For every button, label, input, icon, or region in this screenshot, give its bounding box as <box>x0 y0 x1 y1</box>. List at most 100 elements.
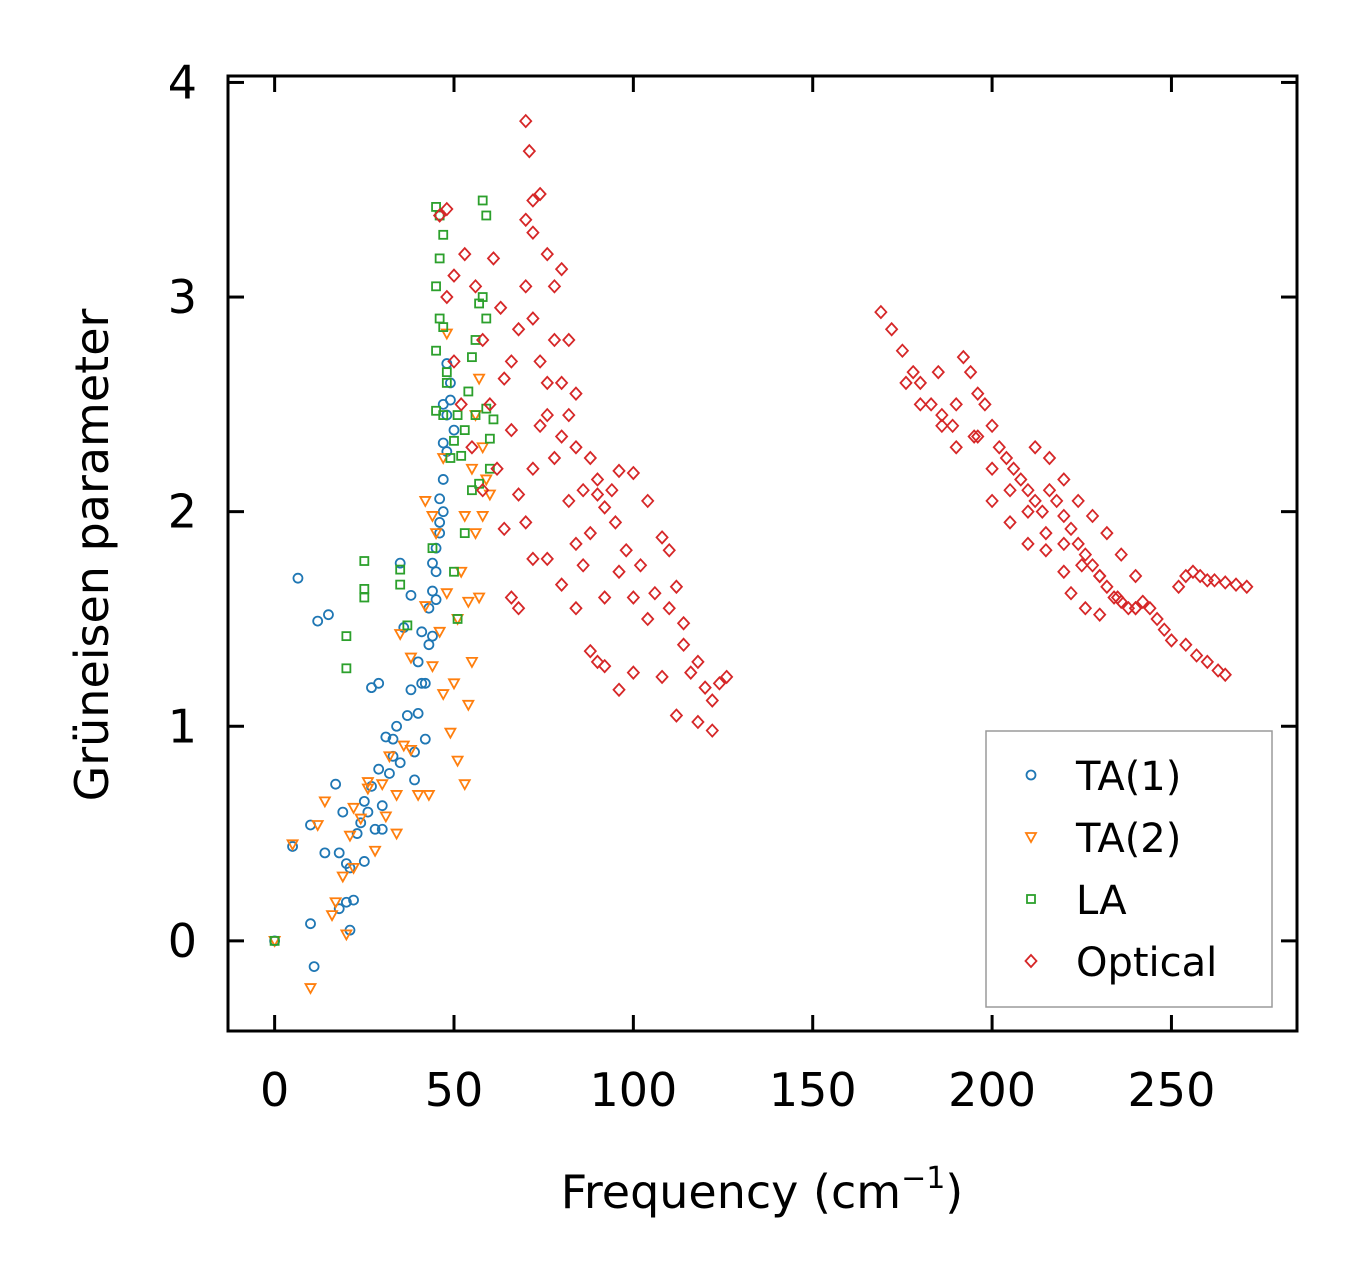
data-point <box>269 935 280 946</box>
data-point <box>612 564 626 580</box>
data-point <box>1171 579 1186 595</box>
data-point <box>488 414 499 425</box>
data-point <box>470 335 481 345</box>
data-point <box>913 397 928 412</box>
data-point <box>676 615 691 631</box>
data-point <box>1078 547 1093 562</box>
data-point <box>562 407 576 423</box>
data-point <box>931 364 945 380</box>
data-point <box>626 465 641 481</box>
data-point <box>434 210 445 221</box>
data-point <box>461 699 475 712</box>
data-point <box>340 896 352 908</box>
data-point <box>329 897 343 910</box>
data-point <box>1006 461 1021 477</box>
data-point <box>412 707 424 719</box>
data-point <box>899 375 913 391</box>
data-point <box>440 289 454 305</box>
data-point <box>956 349 971 365</box>
data-point <box>1092 568 1107 584</box>
data-point <box>437 398 449 410</box>
data-point <box>447 678 461 691</box>
data-point <box>562 493 576 509</box>
x-axis-title: Frequency (cm−1) <box>561 1161 964 1219</box>
data-point <box>511 321 526 337</box>
data-point <box>333 847 345 859</box>
data-point <box>452 410 463 420</box>
data-point <box>355 817 367 829</box>
data-point <box>312 615 324 627</box>
data-point <box>626 665 641 680</box>
data-point <box>339 929 353 942</box>
data-point <box>477 292 488 302</box>
data-point <box>691 714 705 730</box>
data-point <box>358 795 370 807</box>
data-point <box>405 589 417 601</box>
data-point <box>633 557 648 573</box>
data-point <box>319 847 331 859</box>
data-point <box>522 143 537 159</box>
data-point <box>497 521 511 537</box>
data-point <box>483 397 497 412</box>
data-point <box>391 720 403 732</box>
data-point <box>924 397 938 412</box>
data-point <box>1085 557 1100 573</box>
data-point <box>416 677 428 689</box>
data-point <box>447 354 461 369</box>
data-point <box>427 543 438 554</box>
tick-labels-layer: 0 50 100 150 200 250 0 1 2 3 4 <box>168 55 1216 1117</box>
x-tick-label: 200 <box>948 1063 1036 1117</box>
data-point <box>379 811 393 824</box>
data-point <box>612 682 626 698</box>
data-point <box>554 261 569 277</box>
data-point <box>526 193 540 208</box>
series-optical <box>432 113 1254 738</box>
data-point <box>465 439 479 455</box>
x-tick-label: 50 <box>425 1063 484 1117</box>
data-point <box>373 677 385 689</box>
series-la <box>269 195 499 946</box>
data-point <box>1003 482 1017 498</box>
data-point <box>286 839 300 852</box>
data-point <box>323 609 334 621</box>
data-point <box>884 321 899 337</box>
data-point <box>438 229 449 240</box>
data-point <box>343 830 357 843</box>
data-point <box>393 629 407 641</box>
data-point <box>583 525 598 541</box>
data-point <box>449 435 459 446</box>
data-point <box>303 983 318 995</box>
legend-marker <box>1026 894 1036 904</box>
data-point <box>422 790 436 802</box>
data-point <box>1128 568 1143 584</box>
data-point <box>655 530 669 545</box>
data-point <box>583 643 598 659</box>
data-point <box>429 528 443 540</box>
data-point <box>1207 572 1222 588</box>
data-point <box>597 500 612 515</box>
data-point <box>472 373 486 386</box>
data-point <box>691 654 705 670</box>
data-point <box>341 631 352 642</box>
legend: TA(1) TA(2) LA Optical <box>985 730 1273 1008</box>
data-point <box>967 429 981 444</box>
data-point <box>476 511 490 523</box>
data-point <box>405 684 417 696</box>
data-point <box>1143 600 1157 616</box>
data-point <box>390 828 404 841</box>
data-point <box>425 511 440 523</box>
y-tick-label: 2 <box>168 485 197 539</box>
data-point <box>347 862 361 875</box>
data-point <box>971 386 985 401</box>
data-point <box>992 439 1006 455</box>
data-point <box>1057 472 1071 487</box>
data-point <box>384 768 395 779</box>
data-point <box>368 845 382 858</box>
data-point <box>1179 637 1193 653</box>
data-point <box>1035 504 1050 519</box>
data-point <box>497 371 511 386</box>
data-point <box>1078 600 1093 616</box>
data-point <box>1164 633 1179 648</box>
data-point <box>333 903 345 915</box>
data-point <box>1057 564 1071 580</box>
